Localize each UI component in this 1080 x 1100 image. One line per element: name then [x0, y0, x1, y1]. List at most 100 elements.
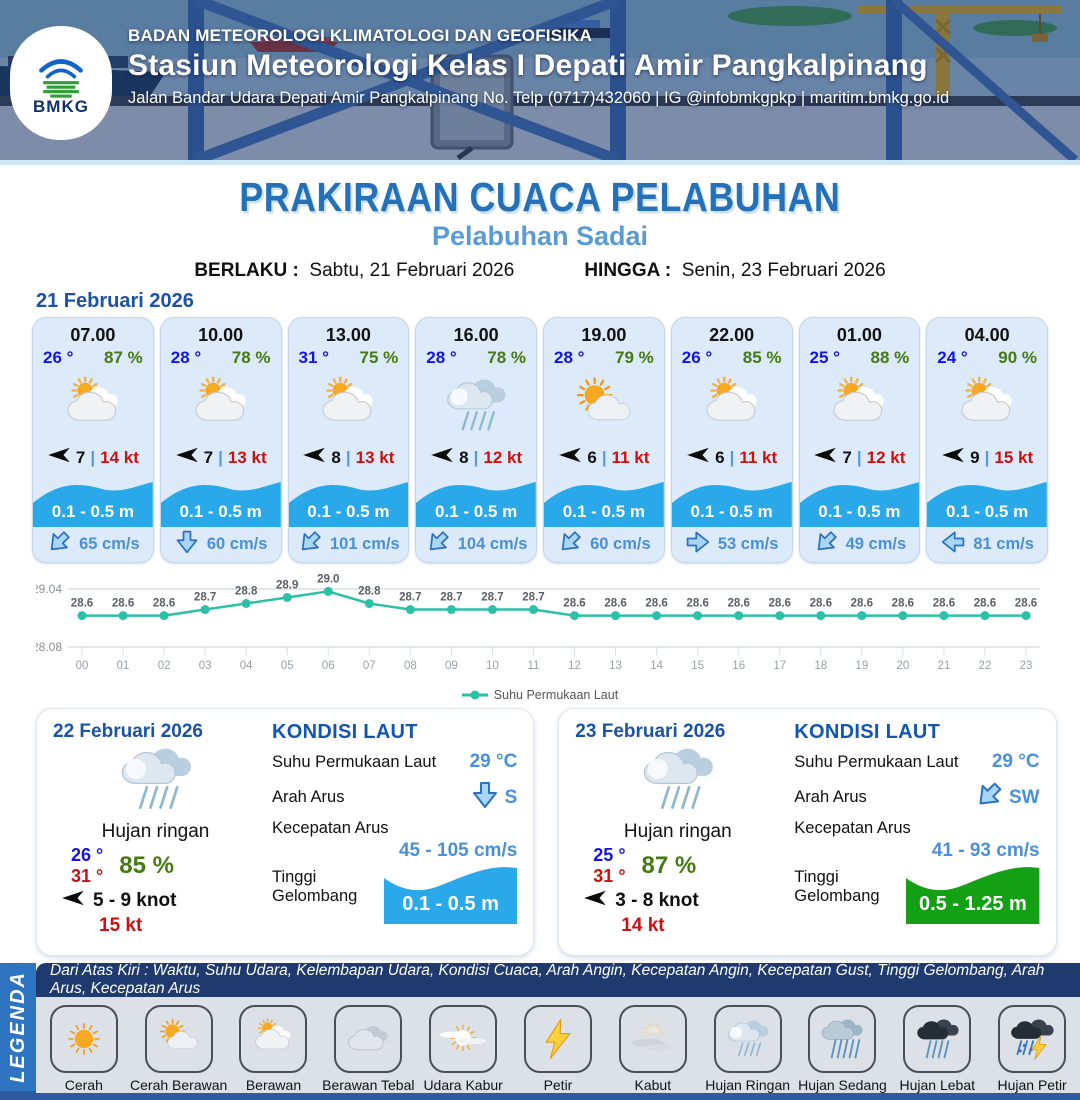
wind-arrow-icon — [584, 891, 607, 906]
current-speed: 60 cm/s — [590, 535, 651, 553]
svg-text:28.7: 28.7 — [399, 592, 421, 604]
wave-shape — [671, 482, 792, 527]
hourly-forecast-card: 01.00 25 ° 88 % 7 | 12 kt 0.1 - 0.5 m 49… — [798, 317, 921, 563]
bmkg-logo: BMKG — [10, 26, 112, 140]
hujan-ringan-icon — [727, 1020, 769, 1057]
weather-icon — [948, 370, 1026, 442]
divider: | — [345, 447, 351, 467]
wind-range: 3 - 8 knot — [615, 890, 699, 912]
sst-label: Suhu Permukaan Laut — [794, 752, 959, 771]
current-direction-label: Arah Arus — [272, 788, 345, 806]
legend-weather-icon — [334, 1005, 403, 1073]
wind-direction-icon — [583, 889, 607, 913]
temp-max: 31 ° — [593, 865, 626, 886]
hourly-forecast-card: 10.00 28 ° 78 % 7 | 13 kt 0.1 - 0.5 m 60… — [159, 317, 282, 563]
current-row: 49 cm/s — [800, 527, 920, 562]
current-speed: 81 cm/s — [973, 535, 1034, 553]
svg-text:06: 06 — [322, 660, 335, 672]
svg-text:07: 07 — [363, 660, 376, 672]
legend-weather-icon — [998, 1005, 1067, 1073]
daily-forecast-row: 22 Februari 2026 Hujan ringan 26 ° 31 ° … — [36, 708, 1057, 956]
udara-kabur-icon — [439, 1024, 486, 1052]
org-name: BADAN METEOROLOGI KLIMATOLOGI DAN GEOFIS… — [128, 26, 593, 45]
wave-band: 0.1 - 0.5 m — [799, 473, 920, 527]
validity-row: BERLAKU : Sabtu, 21 Februari 2026 HINGGA… — [0, 260, 1080, 282]
wind-row: 6 | 11 kt — [558, 446, 649, 469]
svg-text:09: 09 — [445, 660, 458, 672]
current-arrow-icon — [979, 782, 1002, 805]
svg-text:28.7: 28.7 — [481, 592, 503, 604]
temp-max: 31 ° — [71, 865, 104, 886]
legend-item-label: Berawan — [245, 1077, 302, 1093]
svg-text:28.6: 28.6 — [933, 598, 955, 610]
kabut-icon — [632, 1021, 673, 1051]
svg-text:08: 08 — [404, 660, 417, 672]
current-row: 104 cm/s — [416, 527, 536, 562]
forecast-time: 19.00 — [581, 325, 627, 345]
wind-direction-icon — [941, 446, 965, 469]
current-arrow-icon — [301, 531, 321, 551]
legend-item-label: Hujan Sedang — [798, 1077, 887, 1093]
wave-shape — [33, 482, 153, 527]
legend-item-label: Hujan Petir — [997, 1077, 1067, 1093]
svg-text:29.04: 29.04 — [36, 582, 62, 596]
divider: | — [729, 447, 735, 467]
air-temperature: 24 ° — [937, 348, 968, 367]
svg-text:28.6: 28.6 — [645, 598, 667, 610]
wind-arrow-icon — [687, 447, 709, 463]
wave-band: 0.1 - 0.5 m — [288, 473, 409, 527]
wave-shape — [416, 482, 536, 527]
weather-icon — [53, 743, 258, 819]
humidity: 85 % — [119, 851, 174, 879]
wind-speed: 7 — [75, 447, 86, 467]
air-temperature: 31 ° — [298, 348, 329, 367]
chart-legend: Suhu Permukaan Laut — [36, 688, 1044, 702]
wind-row: 7 | 12 kt — [813, 446, 905, 469]
gust-speed: 12 kt — [866, 447, 906, 467]
svg-text:28.6: 28.6 — [71, 598, 93, 610]
current-direction-label: Arah Arus — [794, 788, 867, 806]
wave-height: 0.1 - 0.5 m — [51, 502, 134, 521]
current-direction-icon — [470, 780, 500, 815]
wave-height: 0.1 - 0.5 m — [435, 502, 518, 521]
weather-icon — [693, 370, 771, 442]
sst-value: 29 °C — [991, 751, 1040, 772]
forecast-time: 10.00 — [198, 325, 244, 345]
humidity: 87 % — [641, 851, 697, 879]
svg-text:28.6: 28.6 — [153, 598, 175, 610]
svg-text:28.9: 28.9 — [276, 579, 298, 591]
air-temperature: 26 ° — [681, 348, 713, 367]
port-illustration — [0, 0, 1080, 160]
legend-items: Cerah Cerah Berawan Berawan Berawan Teba… — [36, 997, 1080, 1093]
wave-height: 0.1 - 0.5 m — [690, 502, 773, 521]
hourly-forecast-card: 19.00 28 ° 79 % 6 | 11 kt 0.1 - 0.5 m 60… — [543, 317, 665, 563]
chart-legend-marker — [461, 690, 488, 700]
legend-weather-icon — [808, 1005, 877, 1073]
weather-icon — [575, 743, 780, 819]
current-arrow-icon — [817, 531, 837, 551]
legend-weather-icon — [49, 1005, 118, 1073]
current-direction-value: S — [504, 786, 518, 808]
wave-band: 0.1 - 0.5 m — [927, 473, 1047, 527]
wind-direction-icon — [813, 446, 837, 469]
svg-text:28.6: 28.6 — [851, 598, 873, 610]
svg-text:01: 01 — [117, 660, 130, 672]
svg-text:28.6: 28.6 — [892, 598, 914, 610]
svg-text:21: 21 — [938, 660, 951, 672]
sea-conditions-heading: KONDISI LAUT — [272, 721, 418, 743]
wind-row: 8 | 13 kt — [302, 446, 394, 469]
daily-forecast-card: 23 Februari 2026 Hujan ringan 25 ° 31 ° … — [558, 708, 1057, 956]
legend-item-label: Udara Kabur — [423, 1077, 503, 1093]
current-speed-label: Kecepatan Arus — [272, 819, 389, 837]
hujan-petir-icon — [1011, 1019, 1054, 1060]
current-arrow-icon — [429, 531, 449, 551]
svg-text:03: 03 — [199, 660, 212, 672]
humidity: 78 % — [231, 348, 271, 367]
legend-weather-icon — [618, 1005, 687, 1073]
legend-item-label: Petir — [543, 1077, 573, 1093]
hourly-forecast-card: 07.00 26 ° 87 % 7 | 14 kt 0.1 - 0.5 m 65… — [32, 317, 154, 563]
wind-speed: 6 — [715, 447, 725, 467]
daily-forecast-card: 22 Februari 2026 Hujan ringan 26 ° 31 ° … — [36, 708, 535, 956]
current-row: 60 cm/s — [161, 527, 281, 562]
current-direction-icon — [940, 529, 966, 560]
